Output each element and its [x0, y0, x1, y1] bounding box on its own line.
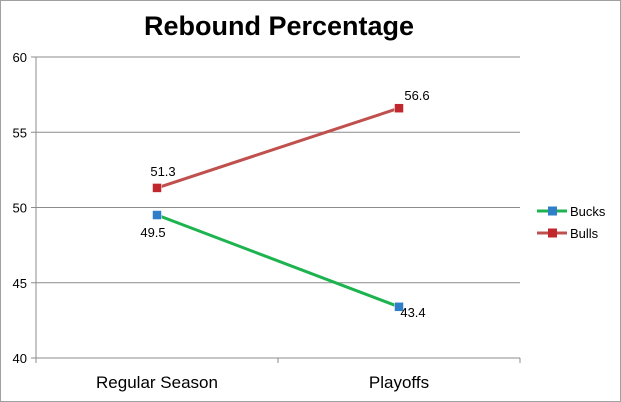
data-point-bucks: [152, 210, 162, 220]
data-label-bucks: 43.4: [400, 305, 425, 320]
x-category-label: Playoffs: [369, 373, 429, 392]
legend-label-bucks: Bucks: [570, 204, 606, 219]
legend-marker-bulls: [548, 228, 557, 238]
data-label-bulls: 56.6: [404, 88, 429, 103]
chart-title: Rebound Percentage: [143, 11, 415, 41]
data-point-bulls: [152, 183, 162, 193]
y-tick-label: 55: [13, 125, 27, 140]
data-point-bulls: [394, 103, 404, 113]
x-category-label: Regular Season: [96, 373, 218, 392]
data-label-bucks: 49.5: [140, 225, 165, 240]
data-label-bulls: 51.3: [150, 164, 175, 179]
y-tick-label: 45: [13, 276, 27, 291]
y-tick-label: 50: [13, 201, 27, 216]
data-point-bucks: [394, 302, 404, 312]
y-tick-label: 40: [13, 351, 27, 366]
series-line-bucks: [156, 213, 400, 309]
legend-marker-bucks: [548, 206, 557, 216]
series-line-bulls: [156, 106, 400, 190]
y-tick-label: 60: [13, 50, 27, 65]
legend-label-bulls: Bulls: [570, 226, 599, 241]
